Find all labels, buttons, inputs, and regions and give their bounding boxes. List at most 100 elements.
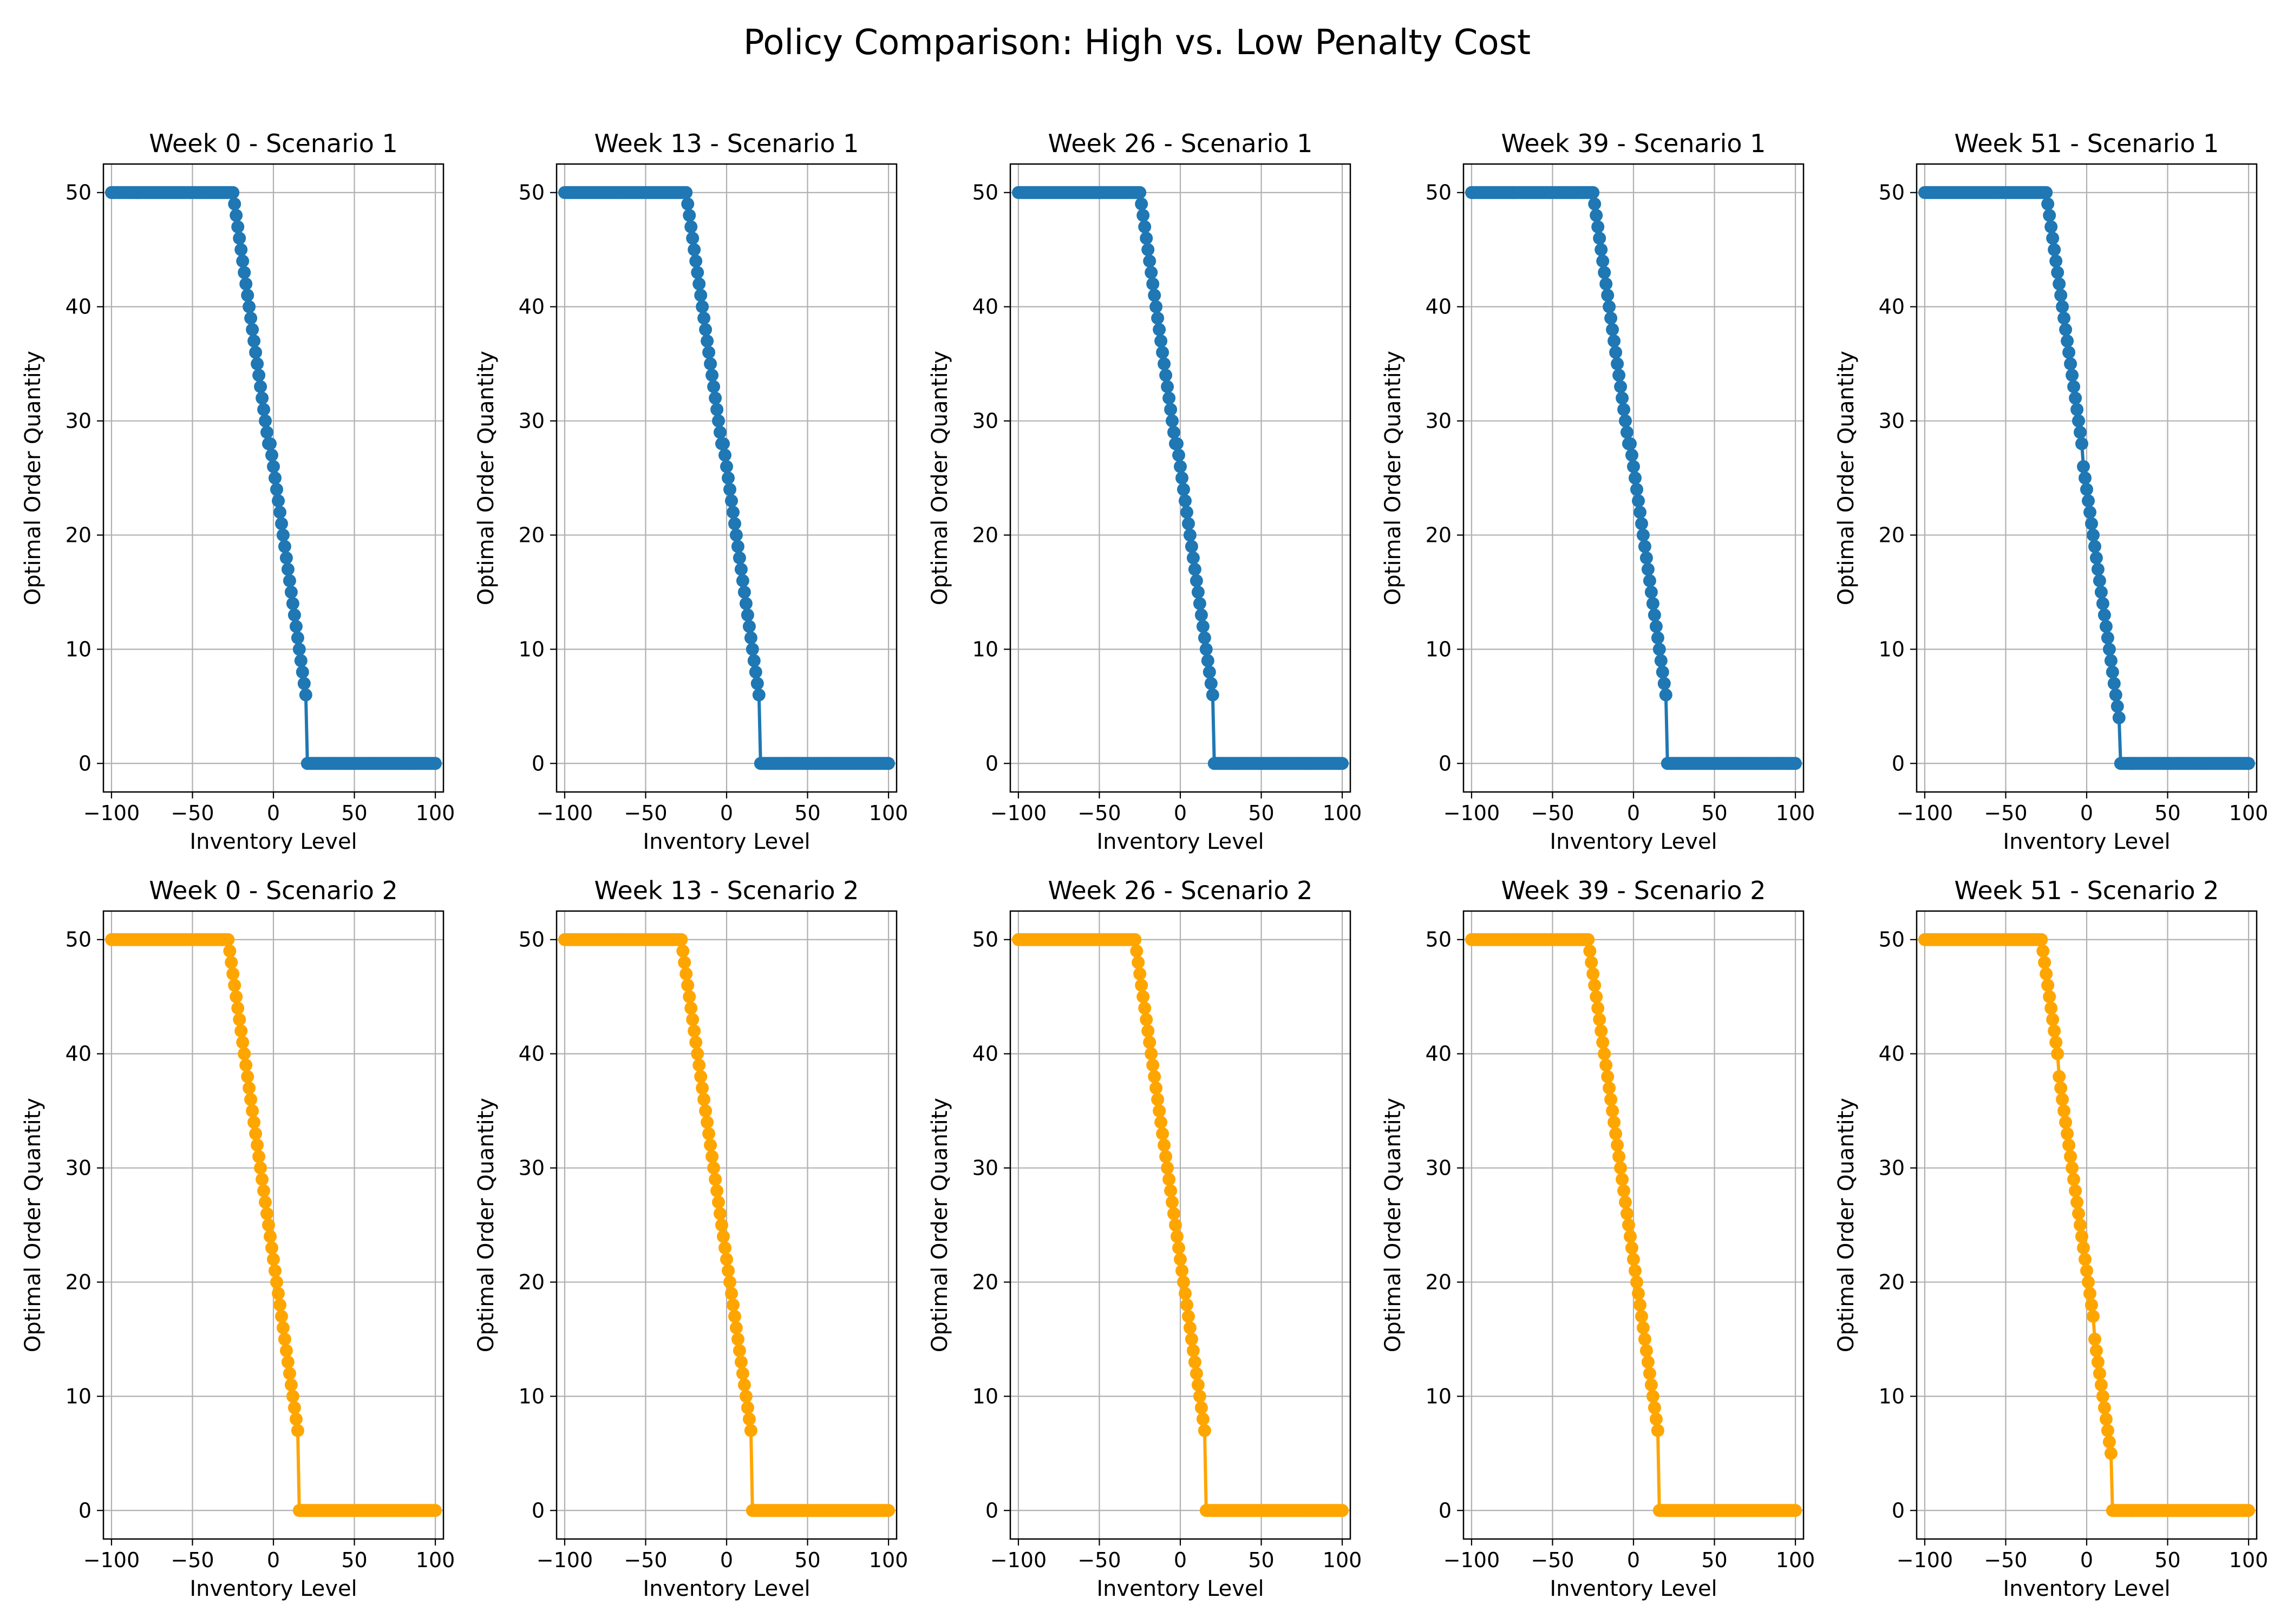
- data-point: [257, 403, 271, 416]
- data-point: [1638, 540, 1651, 553]
- data-point: [1159, 369, 1173, 382]
- subplot: −100 −50 0 50 100 0 10 20 30 40 50 Week 51 - Scenar…: [1834, 129, 2268, 854]
- data-point: [246, 323, 259, 336]
- x-tick-label: −50: [624, 801, 667, 825]
- data-point: [1593, 1013, 1606, 1026]
- data-point: [1148, 1070, 1161, 1083]
- data-point: [701, 1116, 714, 1129]
- x-tick-label: 0: [720, 801, 733, 825]
- data-point: [707, 1161, 721, 1175]
- y-tick-label: 40: [1879, 295, 1905, 319]
- data-point: [231, 220, 245, 233]
- data-point: [1601, 289, 1615, 302]
- data-point: [252, 1150, 266, 1163]
- x-axis-label: Inventory Level: [643, 829, 810, 854]
- data-point: [731, 540, 744, 553]
- y-tick-label: 40: [66, 295, 92, 319]
- data-point: [1588, 979, 1602, 992]
- y-tick-label: 50: [519, 928, 545, 952]
- data-point: [294, 654, 308, 667]
- x-tick-label: −50: [1077, 1548, 1121, 1572]
- data-point: [1191, 1378, 1205, 1392]
- data-point: [741, 1401, 754, 1415]
- subplot-title: Week 13 - Scenario 1: [594, 129, 859, 158]
- data-point: [1158, 357, 1171, 371]
- data-point: [281, 562, 295, 576]
- data-point: [1179, 494, 1192, 508]
- y-tick-label: 0: [985, 1498, 998, 1522]
- data-point: [1629, 472, 1642, 484]
- x-tick-label: 100: [2229, 801, 2269, 825]
- data-point: [2096, 1390, 2109, 1403]
- x-tick-label: −100: [990, 1548, 1047, 1572]
- data-point: [1643, 574, 1656, 587]
- data-point: [1619, 414, 1632, 428]
- data-point: [723, 483, 736, 496]
- y-tick-label: 10: [519, 637, 545, 661]
- data-point: [2064, 1150, 2077, 1163]
- data-point: [1598, 1047, 1611, 1060]
- data-point: [1133, 186, 1147, 199]
- data-point: [737, 585, 751, 599]
- data-point: [1203, 665, 1216, 679]
- data-point: [1630, 483, 1643, 496]
- data-point: [1624, 1230, 1637, 1243]
- data-point: [1177, 1275, 1190, 1289]
- x-tick-label: −100: [537, 1548, 593, 1572]
- data-point: [1174, 1253, 1187, 1266]
- data-point: [278, 1332, 291, 1346]
- data-point: [1149, 300, 1163, 313]
- data-point: [1182, 517, 1195, 531]
- data-point: [2041, 979, 2055, 992]
- data-point: [246, 1104, 259, 1118]
- x-tick-label: −100: [83, 801, 140, 825]
- data-point: [688, 1024, 701, 1038]
- data-point: [1188, 1355, 1201, 1369]
- data-point: [1146, 1058, 1160, 1072]
- data-point: [1164, 1184, 1178, 1197]
- data-point: [2046, 1013, 2060, 1026]
- data-point: [1133, 967, 1147, 980]
- data-point: [1599, 277, 1613, 291]
- y-tick-label: 10: [1879, 637, 1905, 661]
- y-axis-label: Optimal Order Quantity: [1834, 351, 1859, 605]
- x-tick-label: 100: [1776, 1548, 1815, 1572]
- data-point: [236, 1036, 250, 1049]
- data-point: [728, 1309, 741, 1323]
- data-point: [1586, 967, 1600, 980]
- data-point: [710, 403, 724, 416]
- data-point: [2062, 1138, 2076, 1152]
- data-point: [284, 585, 298, 599]
- data-point: [720, 460, 733, 473]
- data-point: [733, 551, 746, 565]
- data-point: [1194, 608, 1208, 622]
- data-point: [1614, 1161, 1628, 1175]
- data-point: [269, 472, 282, 484]
- data-point: [1141, 243, 1155, 257]
- data-point: [241, 1070, 254, 1083]
- data-point: [1186, 1344, 1200, 1357]
- y-tick-label: 0: [532, 1498, 545, 1522]
- data-point: [718, 1241, 731, 1255]
- data-point: [725, 1287, 738, 1300]
- data-point: [1167, 425, 1180, 439]
- y-axis-label: Optimal Order Quantity: [1381, 1098, 1406, 1352]
- y-tick-label: 20: [972, 1270, 998, 1294]
- y-tick-label: 50: [1426, 928, 1452, 952]
- y-tick-label: 40: [972, 1042, 998, 1066]
- data-point: [2242, 1504, 2255, 1517]
- y-tick-label: 30: [972, 409, 998, 433]
- x-tick-label: −50: [1077, 801, 1121, 825]
- data-point: [233, 232, 246, 245]
- data-point: [1159, 1150, 1173, 1163]
- data-point: [269, 1264, 282, 1278]
- data-point: [681, 197, 695, 211]
- y-tick-label: 0: [79, 1498, 92, 1522]
- data-point: [1149, 1081, 1163, 1095]
- y-tick-label: 50: [66, 181, 92, 205]
- data-point: [683, 208, 696, 222]
- data-point: [1154, 1116, 1168, 1129]
- data-point: [1172, 1241, 1185, 1255]
- data-point: [239, 277, 253, 291]
- subplot-title: Week 0 - Scenario 2: [149, 876, 398, 905]
